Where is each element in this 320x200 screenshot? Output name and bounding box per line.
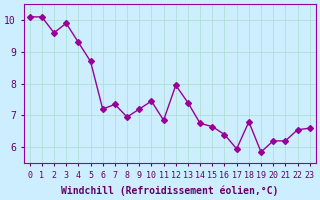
X-axis label: Windchill (Refroidissement éolien,°C): Windchill (Refroidissement éolien,°C) — [61, 185, 278, 196]
